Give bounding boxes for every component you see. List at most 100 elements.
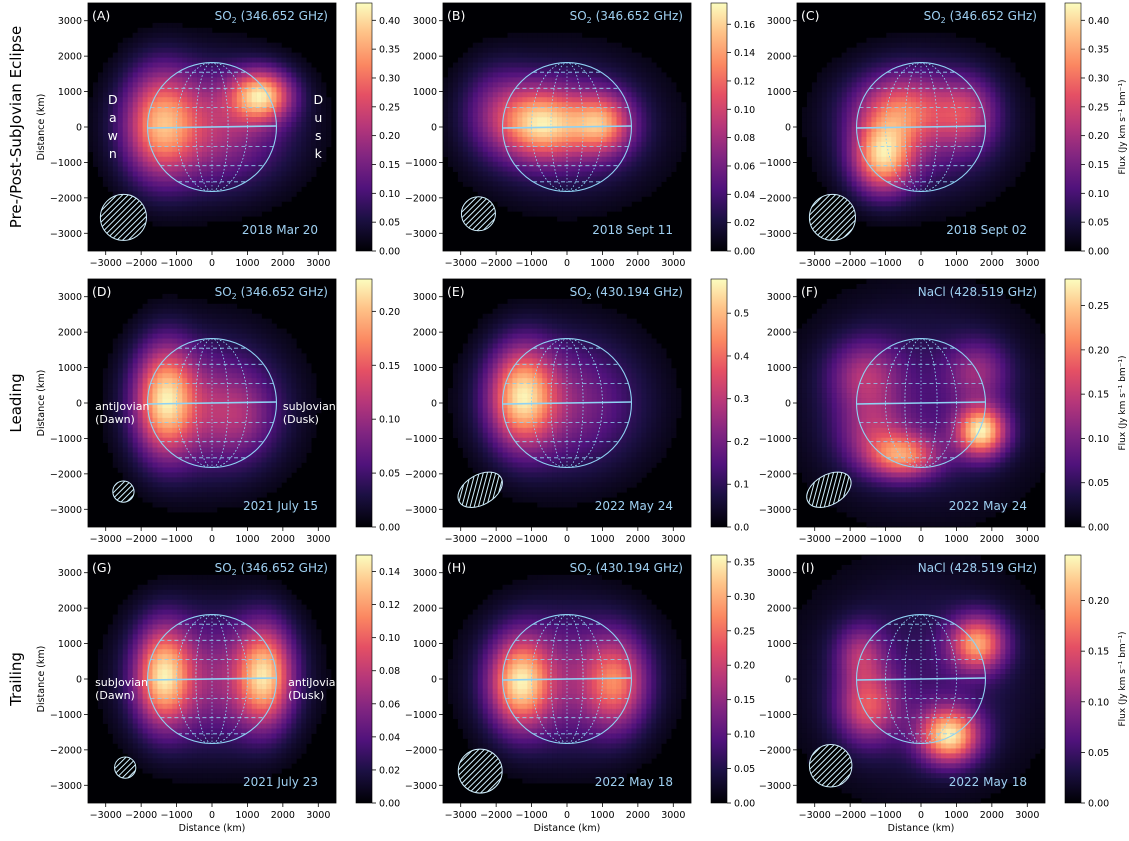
equator-line bbox=[147, 401, 277, 405]
x-tick-label: 1000 bbox=[235, 258, 259, 269]
x-tick-label: −2000 bbox=[480, 534, 512, 545]
x-tick-label: 0 bbox=[209, 810, 215, 821]
y-tick-label: −3000 bbox=[50, 505, 82, 516]
date-label: 2021 July 15 bbox=[243, 499, 318, 513]
x-tick-label: 2000 bbox=[626, 258, 650, 269]
y-tick-label: −3000 bbox=[405, 229, 437, 240]
y-tick-label: −1000 bbox=[50, 158, 82, 169]
y-tick-label: −2000 bbox=[50, 745, 82, 756]
x-tick-label: −3000 bbox=[799, 258, 831, 269]
y-tick-label: −1000 bbox=[50, 710, 82, 721]
line-label: SO2 (430.194 GHz) bbox=[570, 561, 683, 577]
equator-line bbox=[502, 401, 632, 405]
colorbar bbox=[1064, 554, 1082, 804]
y-tick-label: 2000 bbox=[413, 52, 437, 63]
colorbar-tick-label: 0.35 bbox=[734, 557, 755, 568]
x-tick-label: 0 bbox=[564, 534, 570, 545]
heatmap-image bbox=[443, 32, 687, 222]
y-tick-label: 3000 bbox=[767, 568, 791, 579]
x-tick-label: 2000 bbox=[626, 810, 650, 821]
colorbar-tick-label: 0.30 bbox=[734, 592, 755, 603]
date-label: 2018 Sept 11 bbox=[592, 223, 673, 237]
colorbar-tick-label: 0.20 bbox=[1088, 345, 1109, 356]
x-tick-label: 1000 bbox=[944, 534, 968, 545]
colorbar-tick-label: 0.30 bbox=[1088, 73, 1109, 84]
y-tick-label: 0 bbox=[431, 123, 437, 134]
colorbar-tick-label: 0.10 bbox=[379, 633, 400, 644]
x-tick-label: −1000 bbox=[161, 810, 193, 821]
y-tick-label: 3000 bbox=[58, 568, 82, 579]
x-tick-label: 2000 bbox=[271, 258, 295, 269]
x-tick-label: −3000 bbox=[799, 534, 831, 545]
x-tick-label: −2000 bbox=[125, 258, 157, 269]
panel-e: (E) SO2 (430.194 GHz)2022 May 24−3000 −200… bbox=[405, 278, 749, 545]
beam-ellipse bbox=[457, 471, 503, 508]
heatmap-image bbox=[797, 279, 1046, 528]
y-tick-label: 0 bbox=[76, 399, 82, 410]
x-tick-label: 0 bbox=[564, 258, 570, 269]
annotation-letter: a bbox=[109, 110, 117, 125]
x-tick-label: 0 bbox=[564, 810, 570, 821]
colorbar-tick-label: 0.15 bbox=[734, 695, 755, 706]
equator-line bbox=[856, 677, 986, 681]
y-tick-label: −1000 bbox=[405, 710, 437, 721]
line-label: SO2 (430.194 GHz) bbox=[570, 285, 683, 301]
colorbar bbox=[1064, 278, 1082, 528]
y-tick-label: 1000 bbox=[767, 639, 791, 650]
y-tick-label: −2000 bbox=[405, 193, 437, 204]
y-tick-label: −2000 bbox=[759, 745, 791, 756]
x-tick-label: −2000 bbox=[480, 810, 512, 821]
annotation-text: (Dusk) bbox=[283, 413, 319, 426]
y-tick-label: 0 bbox=[431, 675, 437, 686]
equator-line bbox=[502, 677, 632, 681]
colorbar-tick-label: 0.05 bbox=[379, 218, 400, 229]
annotation-letter: u bbox=[314, 110, 322, 125]
annotation-text: (Dawn) bbox=[95, 413, 135, 426]
colorbar-tick-label: 0.10 bbox=[1088, 189, 1109, 200]
y-tick-label: −1000 bbox=[405, 158, 437, 169]
y-tick-label: 2000 bbox=[413, 328, 437, 339]
colorbar-tick-label: 0.10 bbox=[1088, 434, 1109, 445]
colorbar-tick-label: 0.25 bbox=[1088, 102, 1109, 113]
panel-g: (G) SO2 (346.652 GHz) 2021 July 23 subJovia… bbox=[36, 554, 400, 834]
colorbar-label: Flux (Jy km s⁻¹ bm⁻¹) bbox=[1118, 355, 1128, 450]
beam-ellipse bbox=[112, 480, 135, 503]
x-tick-label: 1000 bbox=[944, 258, 968, 269]
beam-ellipse bbox=[808, 744, 853, 788]
y-tick-label: 0 bbox=[76, 675, 82, 686]
equator-line bbox=[147, 677, 277, 681]
line-label: NaCl (428.519 GHz) bbox=[918, 561, 1037, 575]
colorbar bbox=[710, 554, 728, 804]
colorbar-tick-label: 0.02 bbox=[734, 218, 755, 229]
heatmap-image bbox=[88, 22, 332, 227]
x-tick-label: −1000 bbox=[161, 258, 193, 269]
colorbar-tick-label: 0.4 bbox=[734, 351, 749, 362]
x-tick-label: 2000 bbox=[980, 534, 1004, 545]
annotation-letter: w bbox=[108, 128, 118, 143]
colorbar-tick-label: 0.00 bbox=[1088, 799, 1109, 810]
colorbar bbox=[1064, 2, 1082, 252]
x-tick-label: 3000 bbox=[1015, 534, 1039, 545]
equator-line bbox=[856, 401, 986, 405]
colorbar-tick-label: 0.0 bbox=[734, 523, 749, 534]
colorbar-tick-label: 0.35 bbox=[1088, 45, 1109, 56]
date-label: 2018 Mar 20 bbox=[242, 223, 318, 237]
panel-f: (F) NaCl (428.519 GHz)2022 May 24−3000 −20… bbox=[759, 278, 1128, 545]
colorbar-tick-label: 0.20 bbox=[1088, 596, 1109, 607]
planet-grid bbox=[501, 61, 633, 193]
x-tick-label: −3000 bbox=[90, 534, 122, 545]
colorbar-tick-label: 0.10 bbox=[734, 730, 755, 741]
colorbar-tick-label: 0.14 bbox=[734, 48, 755, 59]
beam-ellipse bbox=[808, 193, 856, 241]
y-tick-label: −3000 bbox=[405, 781, 437, 792]
x-tick-label: −1000 bbox=[161, 534, 193, 545]
panel-letter: (I) bbox=[801, 560, 814, 575]
y-tick-label: −2000 bbox=[759, 193, 791, 204]
beam-ellipse bbox=[99, 193, 147, 241]
x-tick-label: 2000 bbox=[271, 534, 295, 545]
date-label: 2022 May 24 bbox=[595, 499, 673, 513]
x-tick-label: 3000 bbox=[661, 534, 685, 545]
y-axis-label: Distance (km) bbox=[36, 370, 47, 437]
row-label: Leading bbox=[7, 373, 25, 432]
panel-letter: (F) bbox=[801, 284, 818, 299]
